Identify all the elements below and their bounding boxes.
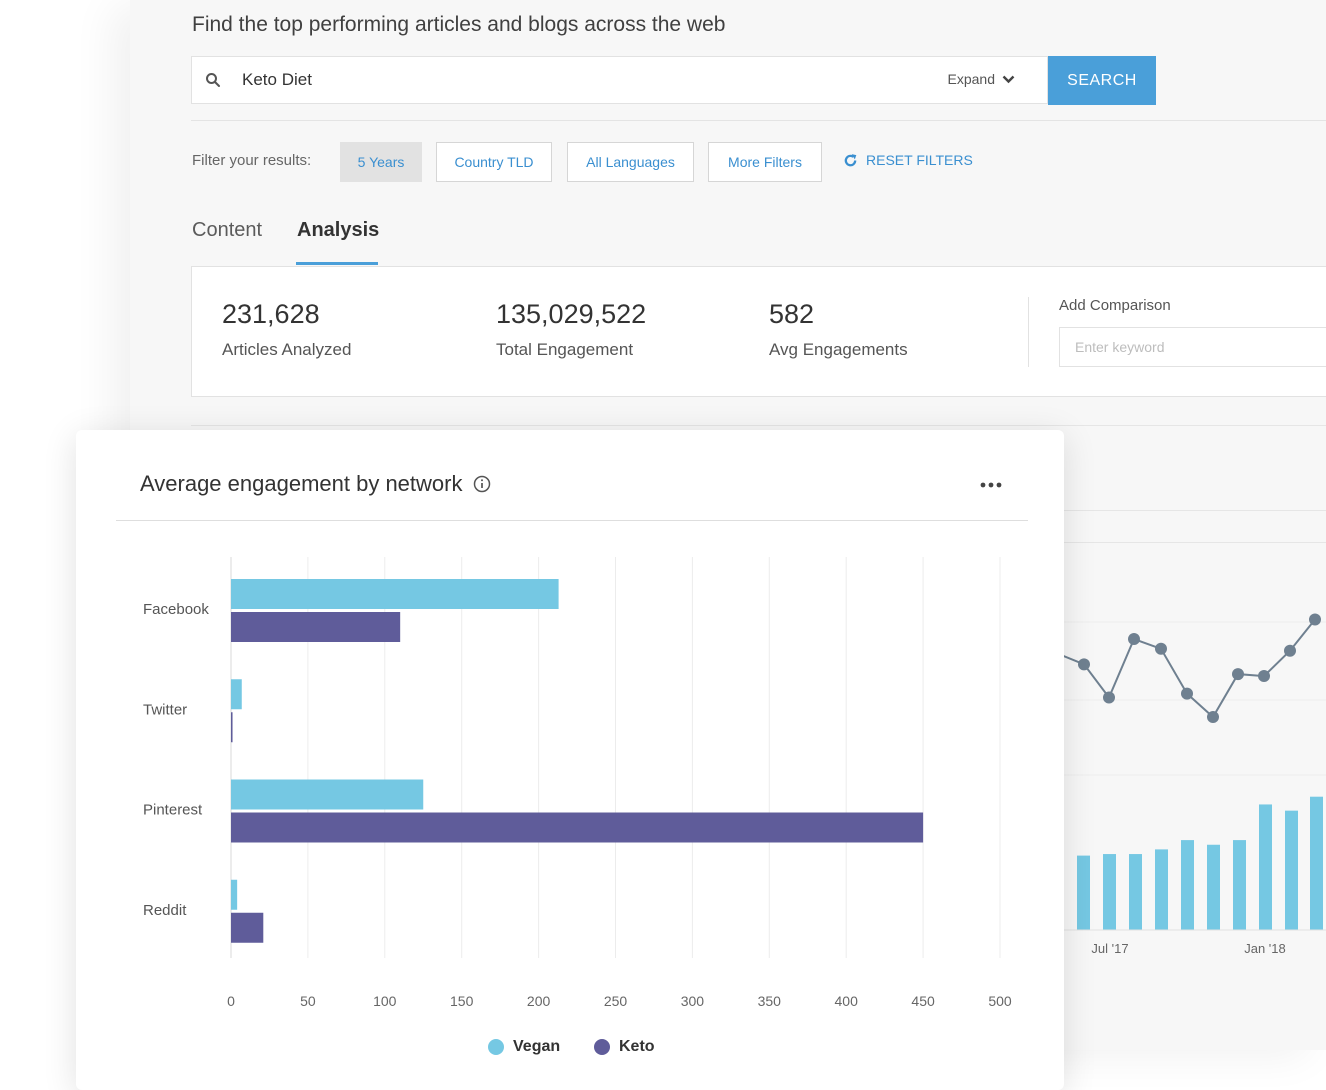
engagement-bar-chart: 0 50 100 150 200 250 300 350 400 450 500 Facebook Tw… [143,557,1012,1009]
panel-border [1064,510,1326,511]
trend-bar[interactable] [1259,804,1272,930]
trend-bar[interactable] [1285,810,1298,930]
trend-bar[interactable] [1077,855,1090,930]
filter-label: Filter your results: [192,152,312,169]
panel-border [1064,542,1326,543]
bar-keto-facebook[interactable] [231,612,401,642]
stats-divider [1028,297,1029,367]
divider [191,120,1326,121]
tab-content[interactable]: Content [192,219,263,241]
bar-keto-pinterest[interactable] [231,812,924,843]
trend-point[interactable] [1128,633,1140,645]
filter-chip-more[interactable]: More Filters [708,142,822,182]
trend-bar[interactable] [1207,844,1220,930]
more-horizontal-icon [980,482,1002,488]
trend-points [1078,613,1321,723]
y-category-label: Pinterest [143,802,203,819]
trend-bar[interactable] [1181,840,1194,930]
x-tick-label: 450 [911,993,935,1009]
bar-keto-twitter[interactable] [231,712,233,743]
x-tick-label: 50 [300,993,316,1009]
engagement-by-network-card: Average engagement by network 0 50 100 150 2… [76,430,1064,1090]
trend-point[interactable] [1103,691,1115,704]
active-tab-indicator [296,262,378,265]
x-tick-label: 200 [527,993,551,1009]
tab-analysis[interactable]: Analysis [297,219,380,241]
reset-filters-label: RESET FILTERS [866,152,973,168]
more-options-button[interactable] [976,473,1006,497]
x-tick-label: 350 [758,993,782,1009]
card-title-text: Average engagement by network [140,471,463,496]
stat-articles-label: Articles Analyzed [222,340,352,359]
chevron-down-icon [1002,75,1015,83]
trend-point[interactable] [1207,711,1219,723]
trend-line [1064,618,1316,719]
x-tick-label: 150 [450,993,474,1009]
trend-bar[interactable] [1155,849,1168,930]
bar-keto-reddit[interactable] [231,912,264,943]
trend-point[interactable] [1155,642,1167,655]
stat-articles-value: 231,628 [222,299,320,329]
bar-vegan-pinterest[interactable] [231,779,424,810]
y-category-label: Facebook [143,601,209,618]
filter-chip-country[interactable]: Country TLD [436,142,552,182]
expand-label: Expand [947,71,995,87]
bar-vegan-facebook[interactable] [231,579,559,609]
trend-bar[interactable] [1103,854,1116,930]
stat-avg-value: 582 [769,299,815,329]
trend-tick-label: Jan '18 [1244,941,1286,956]
add-comparison-label: Add Comparison [1059,297,1171,314]
info-icon[interactable] [473,475,491,493]
refresh-icon [844,153,857,166]
filter-chip-languages[interactable]: All Languages [567,142,694,182]
legend-label-keto: Keto [619,1038,655,1055]
filter-chip-time-range[interactable]: 5 Years [340,142,422,182]
card-title: Average engagement by network [140,471,491,497]
x-tick-label: 500 [988,993,1012,1009]
trend-point[interactable] [1309,613,1321,626]
legend-item-vegan[interactable]: Vegan [488,1038,560,1056]
stat-engagement-value: 135,029,522 [496,299,647,329]
card-divider [116,520,1028,521]
trend-point[interactable] [1078,658,1090,671]
x-tick-label: 400 [835,993,859,1009]
trend-tick-label: Jul '17 [1091,941,1128,956]
bar-vegan-reddit[interactable] [231,879,238,910]
trend-point[interactable] [1284,644,1296,657]
bar-vegan-twitter[interactable] [231,679,242,710]
trend-point[interactable] [1232,668,1244,681]
page-headline: Find the top performing articles and blo… [192,13,726,36]
search-bar: Expand [191,56,1048,104]
x-tick-label: 0 [227,993,235,1009]
reset-filters-button[interactable]: RESET FILTERS [843,152,973,168]
search-icon [206,73,220,87]
legend-item-keto[interactable]: Keto [594,1038,655,1056]
panel-border [191,425,1326,426]
comparison-keyword-input[interactable] [1059,327,1326,367]
search-button[interactable]: SEARCH [1048,56,1156,105]
legend-swatch-vegan [488,1039,504,1055]
stats-panel: 231,628 Articles Analyzed 135,029,522 To… [191,266,1326,397]
y-category-label: Reddit [143,902,187,919]
x-tick-label: 100 [373,993,397,1009]
stat-engagement-label: Total Engagement [496,340,634,359]
legend-label-vegan: Vegan [513,1038,561,1055]
trend-bar[interactable] [1310,796,1323,930]
trend-bars [1077,796,1323,930]
stat-avg-label: Avg Engagements [769,340,908,359]
expand-toggle[interactable]: Expand [948,71,1015,87]
trend-bar[interactable] [1233,840,1246,930]
search-input[interactable] [242,67,882,93]
x-tick-label: 300 [681,993,705,1009]
trend-point[interactable] [1181,687,1193,700]
legend-swatch-keto [594,1039,610,1055]
trend-point[interactable] [1258,670,1270,683]
trend-bar[interactable] [1129,854,1142,930]
x-tick-label: 250 [604,993,628,1009]
background-trend-chart: Jul '17 Jan '18 [1064,613,1326,956]
y-category-label: Twitter [143,701,187,718]
